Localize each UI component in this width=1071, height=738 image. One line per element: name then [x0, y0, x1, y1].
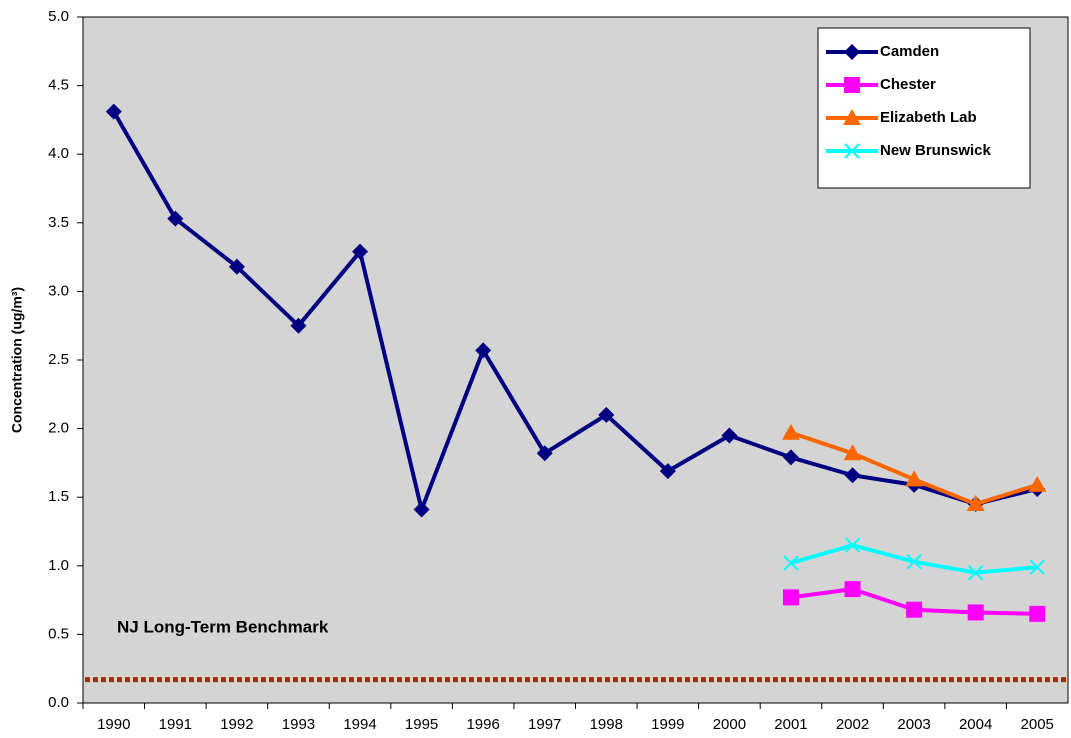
- x-tick-label: 2001: [774, 716, 807, 733]
- legend-label: Camden: [880, 43, 939, 60]
- marker: [781, 423, 800, 440]
- y-tick-label: 5.0: [48, 8, 69, 25]
- marker: [843, 444, 862, 461]
- x-tick-label: 1992: [220, 716, 253, 733]
- y-tick-label: 2.0: [48, 420, 69, 437]
- x-tick-label: 2004: [959, 716, 992, 733]
- y-tick-label: 3.5: [48, 214, 69, 231]
- marker: [1028, 475, 1047, 492]
- x-tick-label: 1991: [159, 716, 192, 733]
- x-tick-label: 2000: [713, 716, 746, 733]
- legend-label: New Brunswick: [880, 142, 992, 159]
- x-tick-label: 2005: [1021, 716, 1054, 733]
- series-line: [112, 110, 1038, 512]
- y-tick-label: 1.5: [48, 488, 69, 505]
- marker: [782, 449, 799, 466]
- legend-label: Chester: [880, 76, 936, 93]
- marker: [721, 427, 738, 444]
- marker: [290, 317, 307, 334]
- y-tick-label: 1.0: [48, 557, 69, 574]
- marker: [906, 601, 923, 618]
- y-tick-label: 4.5: [48, 77, 69, 94]
- marker: [844, 537, 861, 553]
- y-tick-label: 0.0: [48, 694, 69, 711]
- x-tick-label: 2002: [836, 716, 869, 733]
- marker: [844, 77, 860, 93]
- benchmark-label: NJ Long-Term Benchmark: [117, 617, 329, 636]
- marker: [844, 581, 861, 598]
- x-tick-label: 2003: [897, 716, 930, 733]
- x-tick-label: 1997: [528, 716, 561, 733]
- marker: [659, 463, 676, 480]
- marker: [844, 143, 860, 159]
- marker: [905, 470, 924, 487]
- marker: [782, 589, 799, 606]
- x-tick-label: 1995: [405, 716, 438, 733]
- x-tick-label: 1990: [97, 716, 130, 733]
- marker: [105, 103, 122, 120]
- marker: [844, 44, 860, 60]
- marker: [352, 243, 369, 260]
- marker: [783, 555, 799, 571]
- y-tick-label: 0.5: [48, 625, 69, 642]
- x-tick-label: 1993: [282, 716, 315, 733]
- y-tick-label: 2.5: [48, 351, 69, 368]
- y-axis-label: Concentration (ug/m³): [9, 287, 25, 433]
- marker: [844, 467, 861, 484]
- marker: [475, 342, 492, 359]
- marker: [906, 553, 922, 570]
- y-tick-label: 4.0: [48, 145, 69, 162]
- marker: [167, 210, 184, 227]
- marker: [1029, 559, 1045, 575]
- marker: [536, 445, 553, 462]
- x-tick-label: 1999: [651, 716, 684, 733]
- marker: [967, 564, 984, 581]
- marker: [228, 258, 245, 275]
- y-tick-label: 3.0: [48, 282, 69, 299]
- marker: [967, 604, 984, 621]
- marker: [843, 109, 861, 125]
- marker: [413, 501, 430, 518]
- x-tick-label: 1998: [590, 716, 623, 733]
- x-tick-label: 1994: [343, 716, 376, 733]
- x-tick-label: 1996: [466, 716, 499, 733]
- marker: [966, 495, 985, 512]
- marker: [598, 406, 615, 423]
- marker: [1029, 605, 1046, 622]
- legend-label: Elizabeth Lab: [880, 109, 977, 126]
